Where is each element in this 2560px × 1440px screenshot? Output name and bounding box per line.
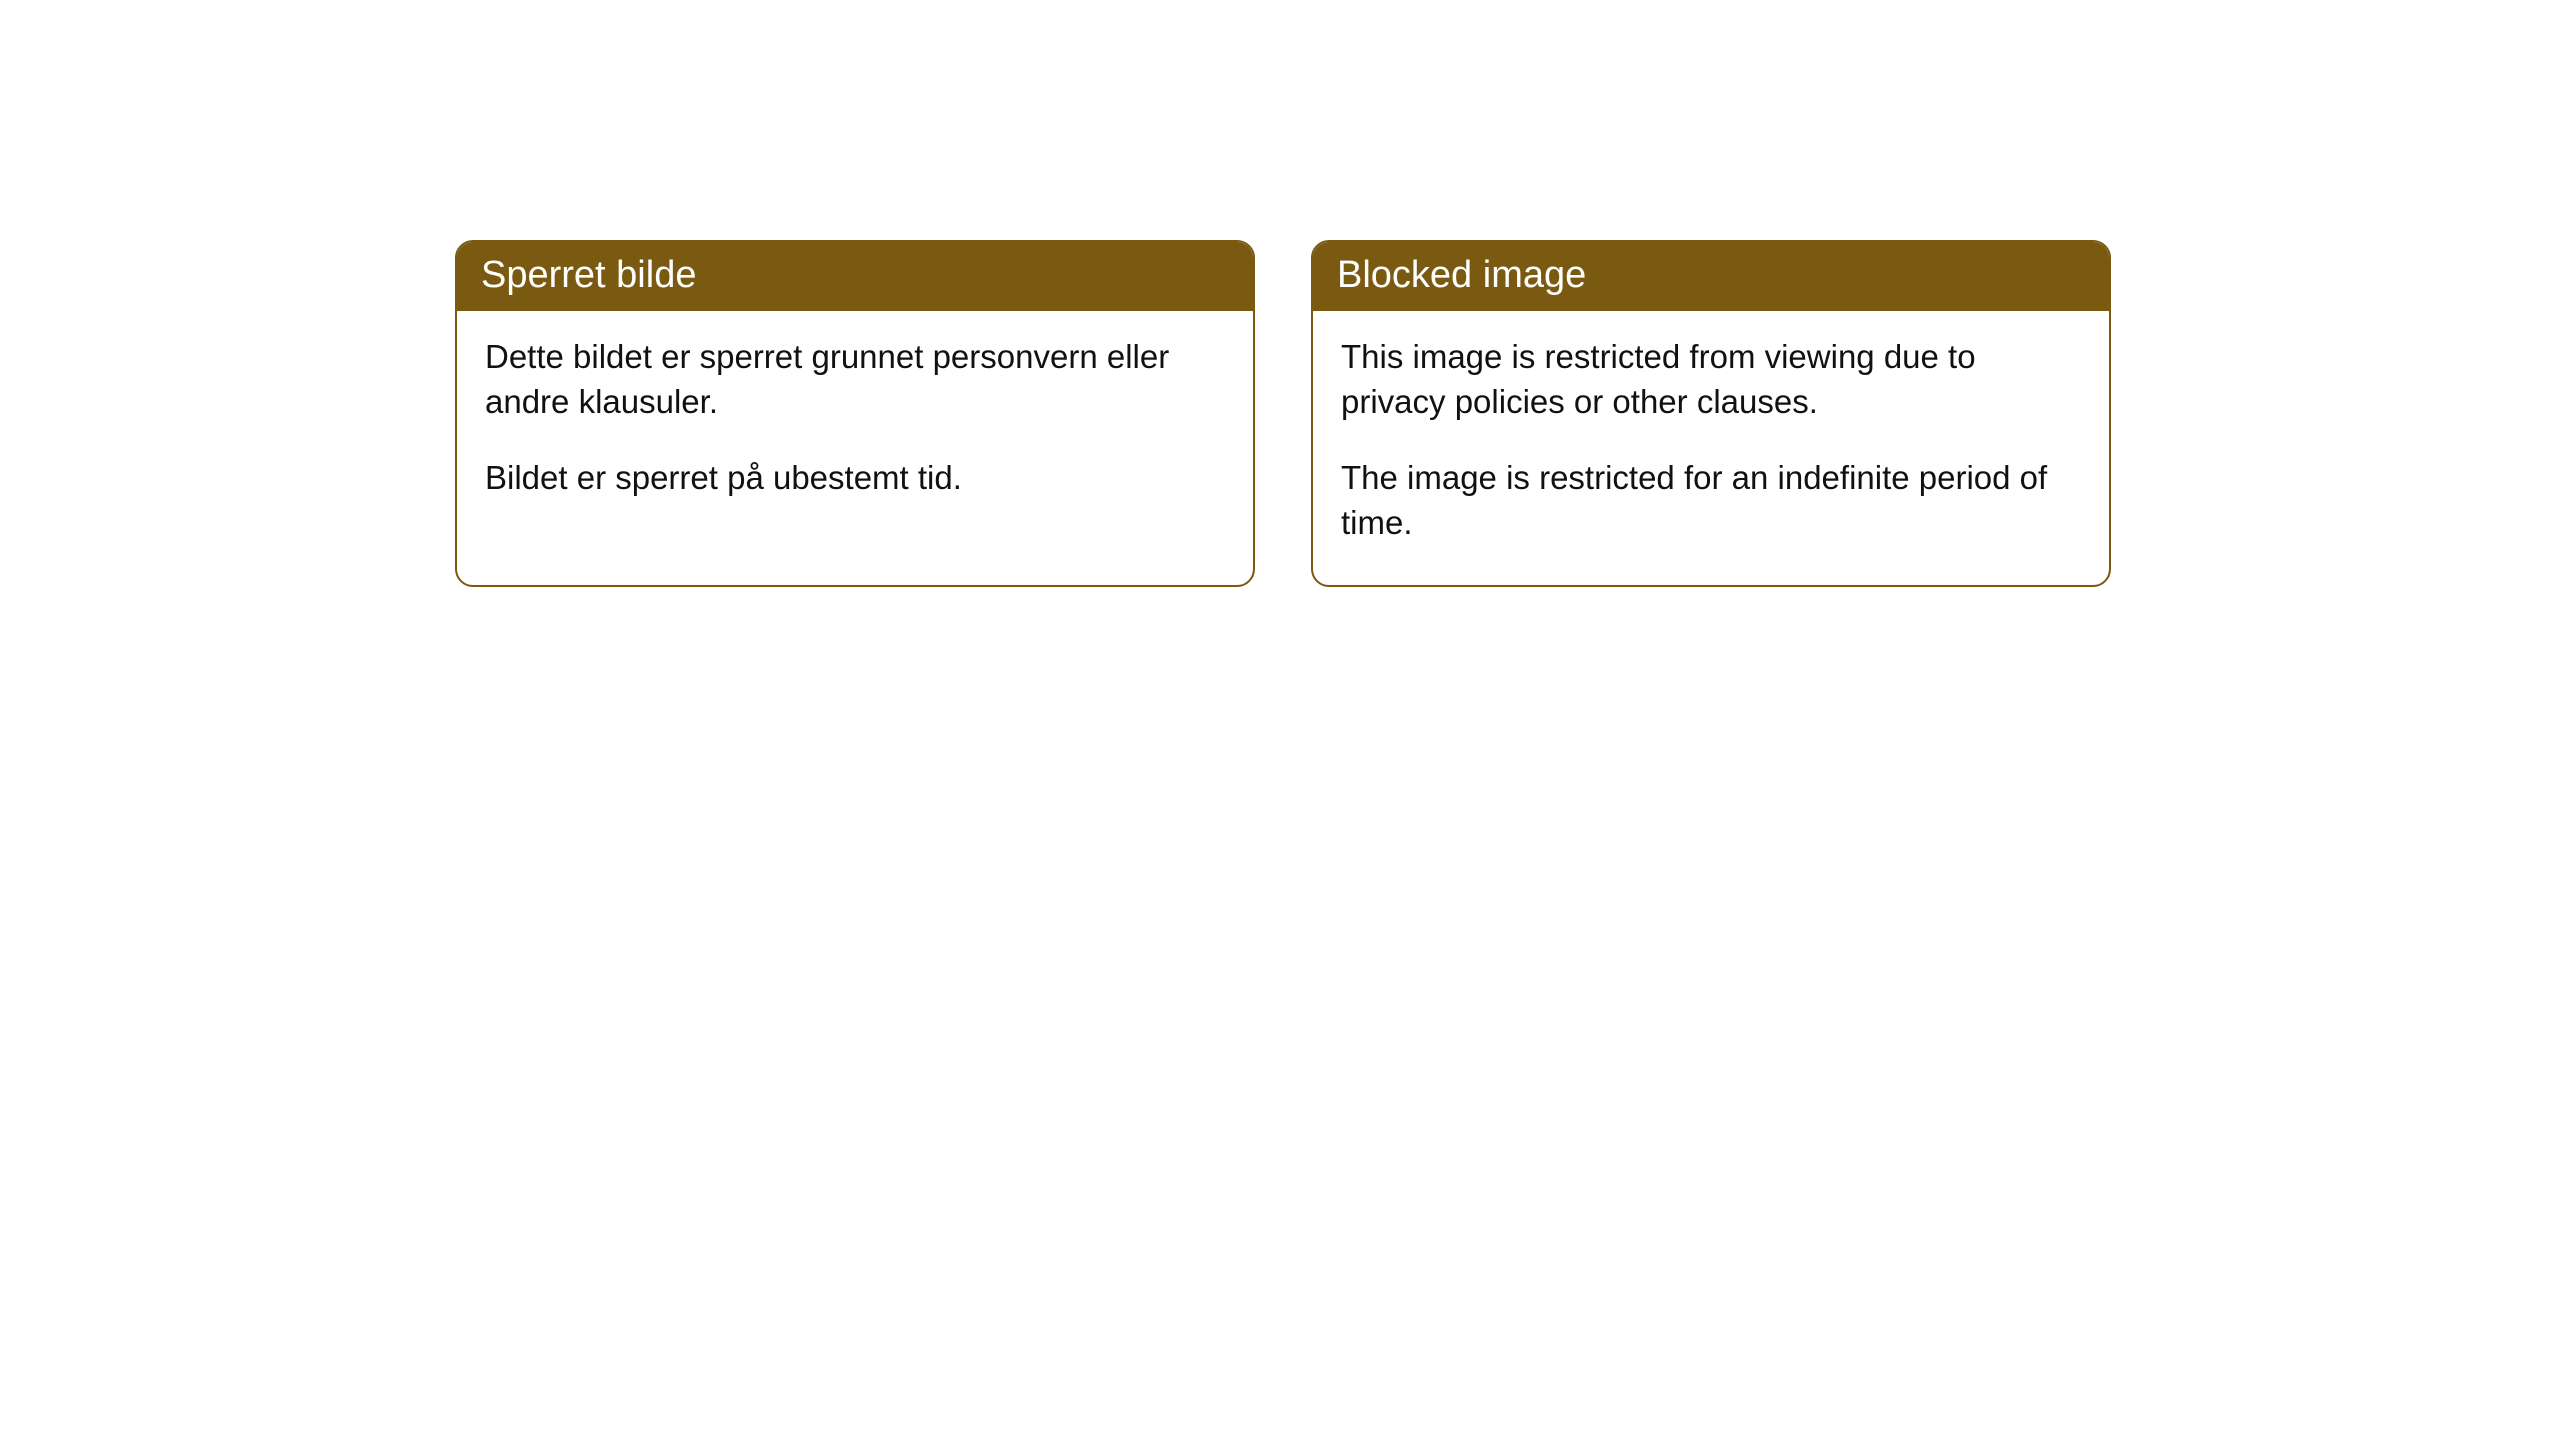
card-body-text: Dette bildet er sperret grunnet personve…: [485, 335, 1225, 424]
card-header-no: Sperret bilde: [457, 242, 1253, 311]
cards-container: Sperret bilde Dette bildet er sperret gr…: [455, 240, 2111, 587]
blocked-image-card-en: Blocked image This image is restricted f…: [1311, 240, 2111, 587]
card-body-text: The image is restricted for an indefinit…: [1341, 456, 2081, 545]
card-body-text: This image is restricted from viewing du…: [1341, 335, 2081, 424]
card-body-en: This image is restricted from viewing du…: [1313, 311, 2109, 585]
card-header-en: Blocked image: [1313, 242, 2109, 311]
card-body-no: Dette bildet er sperret grunnet personve…: [457, 311, 1253, 541]
card-body-text: Bildet er sperret på ubestemt tid.: [485, 456, 1225, 501]
blocked-image-card-no: Sperret bilde Dette bildet er sperret gr…: [455, 240, 1255, 587]
